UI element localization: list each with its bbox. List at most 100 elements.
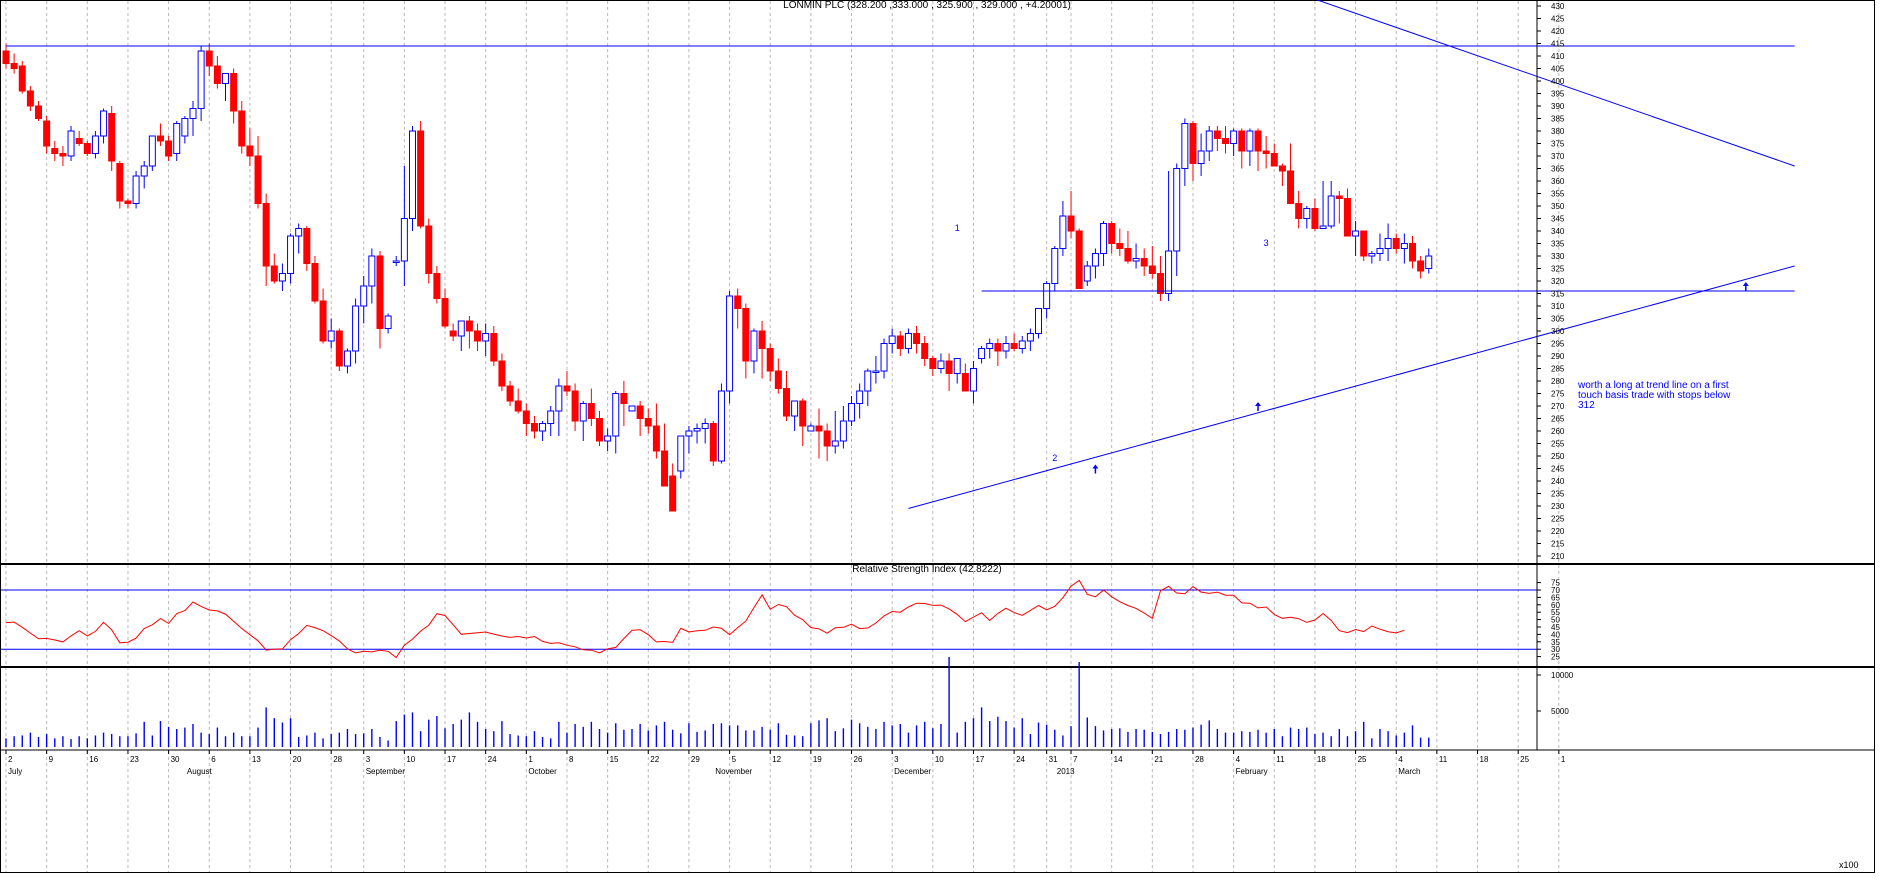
time-tick-label: 11: [1439, 755, 1448, 764]
candle-up: [693, 428, 701, 432]
candle-down: [913, 333, 921, 344]
candle-up: [482, 333, 490, 342]
candle-down: [571, 390, 579, 422]
time-tick-label: 22: [650, 755, 659, 764]
time-tick-label: 11: [1276, 755, 1285, 764]
price-y-tick-label: 330: [1551, 252, 1565, 261]
time-tick-label: 16: [89, 755, 98, 764]
time-tick-label: 7: [1073, 755, 1078, 764]
price-y-tick-label: 285: [1551, 365, 1565, 374]
candle-up: [750, 330, 758, 362]
candle-down: [758, 330, 766, 349]
time-tick-label: 20: [293, 755, 302, 764]
time-tick-label: 31: [1049, 755, 1058, 764]
panel-frames: [0, 0, 1875, 873]
candle-down: [1360, 230, 1368, 257]
axis-layer: 2102152202252302352402452502552602652702…: [1, 1, 1874, 776]
trade-note-line: touch basis trade with stops below: [1578, 390, 1731, 401]
candle-up: [937, 360, 945, 369]
candle-up: [409, 130, 416, 219]
candle-down: [742, 308, 750, 362]
volume-unit-label: x100: [1839, 860, 1859, 870]
time-tick-label: 3: [894, 755, 899, 764]
candle-down: [1116, 243, 1124, 249]
candle-up: [1083, 265, 1091, 282]
candle-up: [1165, 250, 1173, 294]
candle-up: [132, 175, 140, 204]
candle-down: [1278, 165, 1286, 172]
candle-up: [677, 435, 685, 472]
price-y-tick-label: 215: [1551, 540, 1565, 549]
time-tick-label: 25: [1358, 755, 1367, 764]
price-y-tick-label: 255: [1551, 440, 1565, 449]
time-tick-label: 4: [1236, 755, 1241, 764]
price-y-tick-label: 260: [1551, 427, 1565, 436]
candle-down: [1010, 343, 1018, 349]
candle-up: [1002, 343, 1010, 352]
candle-up: [547, 410, 555, 424]
candle-down: [1140, 258, 1148, 267]
candle-up: [978, 348, 986, 359]
candle-down: [449, 330, 457, 337]
price-y-tick-label: 355: [1551, 190, 1565, 199]
price-y-tick-label: 430: [1551, 2, 1565, 11]
candle-up: [1197, 150, 1205, 164]
candle-down: [1295, 203, 1303, 219]
candle-down: [490, 333, 498, 362]
candle-down: [522, 410, 530, 424]
trendline-rising-trendline: [908, 265, 1795, 509]
price-y-tick-label: 370: [1551, 152, 1565, 161]
price-y-tick-label: 235: [1551, 490, 1565, 499]
candle-up: [392, 260, 400, 263]
candle-down: [230, 73, 238, 112]
candle-down: [205, 50, 213, 67]
time-tick-label: 23: [130, 755, 139, 764]
time-tick-label: 17: [447, 755, 456, 764]
rsi-y-tick-label: 60: [1551, 601, 1560, 610]
candle-up: [360, 285, 368, 307]
time-tick-label: 28: [333, 755, 342, 764]
annotation-layer: worth a long at trend line on a first tou…: [1577, 380, 1731, 411]
trade-note-line: 312: [1578, 400, 1595, 411]
rsi-y-tick-label: 65: [1551, 593, 1560, 602]
candle-down: [1417, 260, 1425, 272]
price-y-tick-label: 360: [1551, 177, 1565, 186]
candle-down: [1287, 170, 1295, 204]
volume-y-tick-label: 10000: [1551, 671, 1574, 680]
candle-up: [612, 393, 620, 437]
candle-up: [1368, 253, 1376, 257]
trendline-layer: [6, 0, 1795, 509]
candle-up: [1091, 253, 1099, 267]
price-y-tick-label: 340: [1551, 227, 1565, 236]
candle-down: [10, 63, 18, 69]
candle-up: [1026, 333, 1034, 342]
rsi-y-tick-label: 25: [1551, 653, 1560, 662]
time-tick-label: 19: [813, 755, 822, 764]
candle-up: [1400, 243, 1408, 249]
candle-up: [579, 403, 587, 422]
candle-down: [1392, 238, 1400, 249]
candle-down: [815, 425, 823, 432]
time-tick-label: 1: [528, 755, 533, 764]
candle-up: [539, 423, 547, 432]
candle-up: [148, 135, 156, 167]
candle-up: [1132, 258, 1140, 262]
candle-up: [888, 335, 896, 344]
candle-up: [384, 315, 392, 329]
time-tick-label: 15: [610, 755, 619, 764]
time-tick-label: 29: [691, 755, 700, 764]
candle-up: [67, 130, 75, 157]
price-panel: [2, 43, 1433, 512]
candle-down: [1156, 273, 1164, 294]
candle-up: [1230, 130, 1238, 144]
candle-up: [986, 343, 994, 349]
rsi-y-tick-label: 30: [1551, 645, 1560, 654]
candle-up: [628, 405, 636, 412]
rsi-y-tick-label: 55: [1551, 608, 1560, 617]
candle-down: [595, 418, 603, 442]
rsi-y-tick-label: 35: [1551, 638, 1560, 647]
candle-down: [124, 200, 132, 204]
candle-down: [921, 343, 929, 359]
time-tick-label: 4: [1398, 755, 1403, 764]
price-y-tick-label: 325: [1551, 265, 1565, 274]
